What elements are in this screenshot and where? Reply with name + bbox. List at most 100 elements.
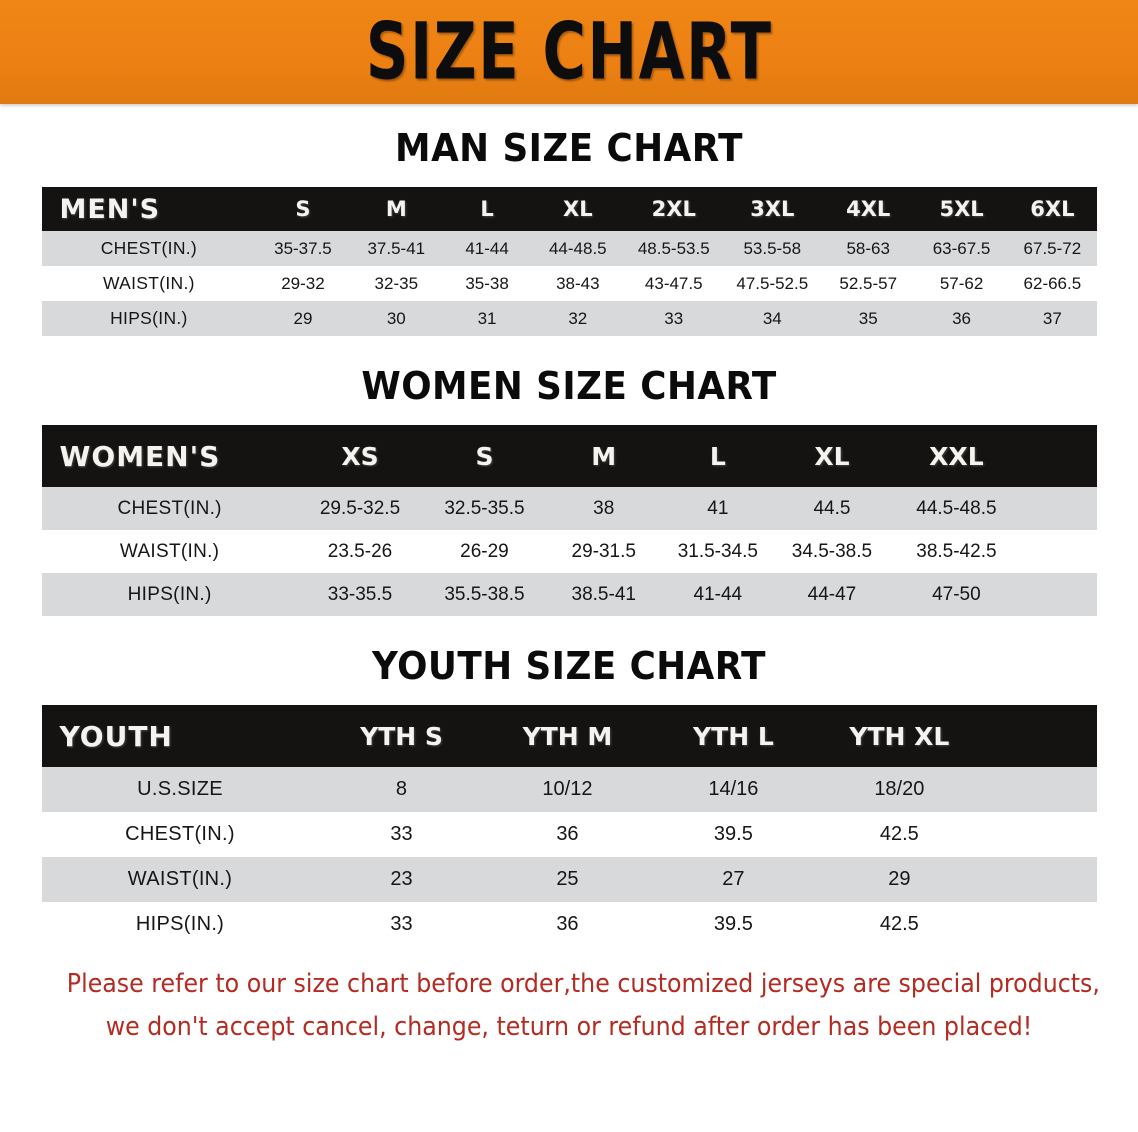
man-section-title: MAN SIZE CHART [395, 126, 743, 170]
table-row: CHEST(IN.) 33 36 39.5 42.5 [41, 812, 1097, 857]
youth-row-spacer [982, 857, 1097, 902]
table-row: CHEST(IN.) 29.5-32.5 32.5-35.5 38 41 44.… [41, 487, 1097, 530]
men-col-header-m: M [349, 187, 443, 231]
men-hips-3xl: 34 [723, 301, 822, 336]
men-col-header-2xl: 2XL [624, 187, 724, 231]
men-chest-l: 41-44 [442, 231, 532, 266]
youth-waist-ythM: 25 [484, 857, 651, 902]
table-row: HIPS(IN.) 33 36 39.5 42.5 [41, 902, 1097, 947]
men-hips-5xl: 36 [914, 301, 1009, 336]
women-hips-xxl: 47-50 [888, 573, 1024, 616]
men-hips-s: 29 [256, 301, 350, 336]
men-chest-5xl: 63-67.5 [914, 231, 1009, 266]
women-row-spacer [1023, 573, 1097, 616]
men-row-label-chest: CHEST(IN.) [41, 231, 257, 266]
women-row-spacer [1023, 530, 1097, 573]
women-waist-l: 31.5-34.5 [660, 530, 775, 573]
youth-ussize-ythS: 8 [318, 767, 485, 812]
men-row-label-hips: HIPS(IN.) [41, 301, 257, 336]
men-col-header-l: L [442, 187, 532, 231]
youth-row-label-chest: CHEST(IN.) [41, 812, 319, 857]
men-col-header-3xl: 3XL [723, 187, 822, 231]
women-chest-xs: 29.5-32.5 [297, 487, 423, 530]
youth-waist-ythS: 23 [318, 857, 485, 902]
women-waist-m: 29-31.5 [546, 530, 661, 573]
men-hips-xl: 32 [531, 301, 625, 336]
youth-waist-ythL: 27 [650, 857, 817, 902]
table-row: WAIST(IN.) 23 25 27 29 [41, 857, 1097, 902]
youth-chest-ythL: 39.5 [650, 812, 817, 857]
men-row-label-waist: WAIST(IN.) [41, 266, 257, 301]
women-waist-xs: 23.5-26 [297, 530, 423, 573]
men-waist-4xl: 52.5-57 [821, 266, 915, 301]
men-col-header-4xl: 4XL [821, 187, 915, 231]
youth-ussize-ythM: 10/12 [484, 767, 651, 812]
women-col-header-l: L [660, 425, 775, 487]
youth-hips-ythXL: 42.5 [816, 902, 983, 947]
disclaimer-line-1: Please refer to our size chart before or… [66, 969, 1100, 999]
women-section-title: WOMEN SIZE CHART [361, 364, 777, 408]
youth-col-header-ythL: YTH L [650, 705, 817, 767]
men-chest-m: 37.5-41 [349, 231, 443, 266]
women-chest-xl: 44.5 [774, 487, 889, 530]
men-chest-3xl: 53.5-58 [723, 231, 822, 266]
women-col-header-m: M [546, 425, 661, 487]
table-header-row: YOUTH YTH S YTH M YTH L YTH XL [41, 705, 1097, 767]
women-row-label-chest: CHEST(IN.) [41, 487, 298, 530]
youth-chest-ythXL: 42.5 [816, 812, 983, 857]
men-chest-2xl: 48.5-53.5 [624, 231, 724, 266]
women-hips-xs: 33-35.5 [297, 573, 423, 616]
men-chest-s: 35-37.5 [256, 231, 350, 266]
women-chest-l: 41 [660, 487, 775, 530]
youth-section-title: YOUTH SIZE CHART [372, 644, 766, 688]
youth-ussize-ythL: 14/16 [650, 767, 817, 812]
women-hips-s: 35.5-38.5 [422, 573, 547, 616]
men-hips-2xl: 33 [624, 301, 724, 336]
women-col-header-s: S [422, 425, 547, 487]
page-title: SIZE CHART [365, 6, 773, 98]
women-row-label-waist: WAIST(IN.) [41, 530, 298, 573]
youth-col-header-ythM: YTH M [484, 705, 651, 767]
women-chest-s: 32.5-35.5 [422, 487, 547, 530]
table-header-row: MEN'S S M L XL 2XL 3XL 4XL 5XL 6XL [41, 187, 1097, 231]
youth-corner-label: YOUTH [41, 705, 319, 767]
men-waist-6xl: 62-66.5 [1008, 266, 1097, 301]
man-size-table: MEN'S S M L XL 2XL 3XL 4XL 5XL 6XL CHEST… [41, 187, 1097, 336]
youth-header-spacer [982, 705, 1097, 767]
youth-waist-ythXL: 29 [816, 857, 983, 902]
men-hips-6xl: 37 [1008, 301, 1097, 336]
youth-row-spacer [982, 812, 1097, 857]
men-chest-4xl: 58-63 [821, 231, 915, 266]
youth-chest-ythM: 36 [484, 812, 651, 857]
men-waist-s: 29-32 [256, 266, 350, 301]
men-waist-xl: 38-43 [531, 266, 625, 301]
youth-chest-ythS: 33 [318, 812, 485, 857]
women-chest-xxl: 44.5-48.5 [888, 487, 1024, 530]
men-hips-l: 31 [442, 301, 532, 336]
men-waist-l: 35-38 [442, 266, 532, 301]
men-col-header-6xl: 6XL [1008, 187, 1097, 231]
men-col-header-xl: XL [531, 187, 625, 231]
men-waist-2xl: 43-47.5 [624, 266, 724, 301]
table-row: WAIST(IN.) 23.5-26 26-29 29-31.5 31.5-34… [41, 530, 1097, 573]
table-row: HIPS(IN.) 29 30 31 32 33 34 35 36 37 [41, 301, 1097, 336]
youth-row-label-hips: HIPS(IN.) [41, 902, 319, 947]
women-waist-s: 26-29 [422, 530, 547, 573]
women-hips-xl: 44-47 [774, 573, 889, 616]
women-waist-xl: 34.5-38.5 [774, 530, 889, 573]
men-hips-m: 30 [349, 301, 443, 336]
youth-size-table: YOUTH YTH S YTH M YTH L YTH XL U.S.SIZE … [41, 705, 1097, 947]
men-hips-4xl: 35 [821, 301, 915, 336]
disclaimer-line-2: we don't accept cancel, change, teturn o… [105, 1012, 1033, 1043]
youth-row-label-waist: WAIST(IN.) [41, 857, 319, 902]
women-chest-m: 38 [546, 487, 661, 530]
women-hips-m: 38.5-41 [546, 573, 661, 616]
men-col-header-s: S [256, 187, 350, 231]
men-chest-6xl: 67.5-72 [1008, 231, 1097, 266]
youth-hips-ythM: 36 [484, 902, 651, 947]
men-waist-5xl: 57-62 [914, 266, 1009, 301]
table-row: U.S.SIZE 8 10/12 14/16 18/20 [41, 767, 1097, 812]
youth-hips-ythL: 39.5 [650, 902, 817, 947]
men-col-header-5xl: 5XL [914, 187, 1009, 231]
order-disclaimer: Please refer to our size chart before or… [66, 963, 1100, 1050]
